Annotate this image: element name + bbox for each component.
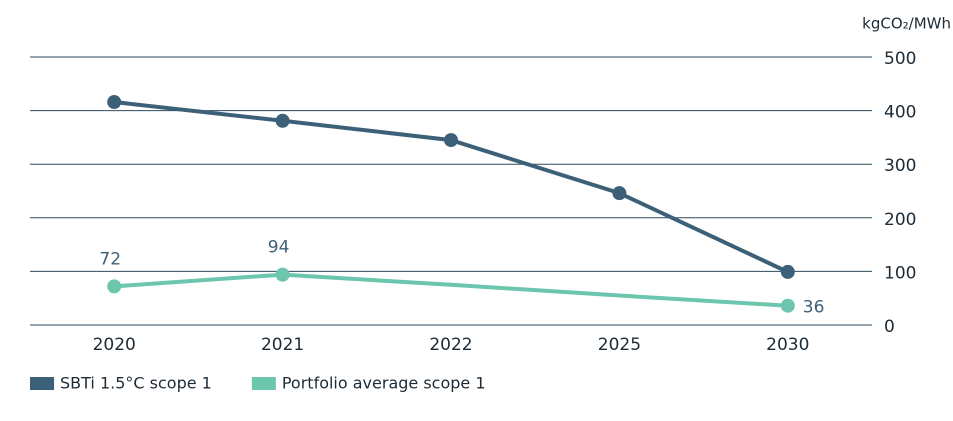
y-tick-label: 200 xyxy=(884,210,916,230)
data-point xyxy=(444,133,458,148)
y-tick-label: 500 xyxy=(884,49,916,69)
legend-swatch xyxy=(30,377,54,390)
x-tick-label: 2022 xyxy=(429,335,472,355)
legend-label: SBTi 1.5°C scope 1 xyxy=(60,374,212,393)
data-label: 36 xyxy=(803,298,825,318)
data-point xyxy=(780,298,795,313)
y-tick-label: 0 xyxy=(884,317,895,337)
data-point xyxy=(612,186,627,201)
data-label: 72 xyxy=(99,249,121,269)
x-tick-label: 2025 xyxy=(598,335,641,355)
legend-swatch xyxy=(251,377,276,390)
y-tick-label: 400 xyxy=(884,103,916,123)
x-tick-label: 2020 xyxy=(93,335,136,355)
data-point xyxy=(275,267,290,282)
y-tick-label: 100 xyxy=(884,263,916,283)
data-point xyxy=(780,264,795,279)
y-axis-label: kgCO₂/MWh xyxy=(862,15,951,33)
x-tick-label: 2021 xyxy=(261,335,304,355)
data-point xyxy=(107,279,122,294)
series-line xyxy=(114,272,788,308)
series-line xyxy=(113,100,789,274)
data-point xyxy=(107,95,122,110)
data-label: 94 xyxy=(268,238,290,258)
legend-label: Portfolio average scope 1 xyxy=(282,374,486,393)
y-tick-label: 300 xyxy=(884,156,916,176)
x-tick-label: 2030 xyxy=(766,335,809,355)
data-point xyxy=(275,113,290,128)
